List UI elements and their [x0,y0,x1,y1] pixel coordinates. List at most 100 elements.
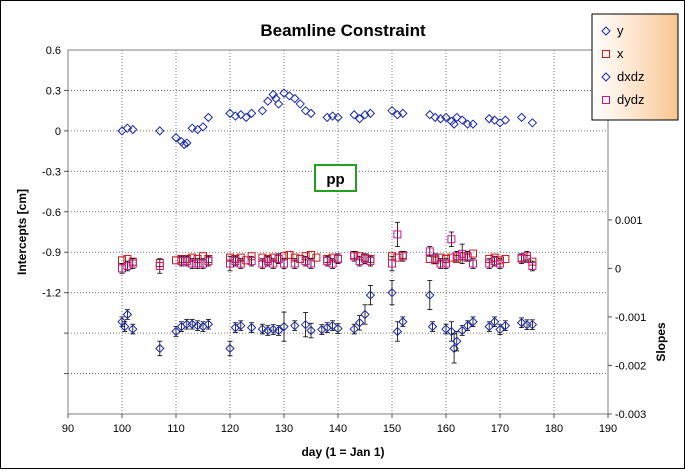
dydz-point [436,259,445,268]
y-point [349,110,359,120]
dydz-point [182,257,191,266]
dxdz-point [484,321,494,332]
dydz-point [307,259,315,268]
dydz-point [128,259,137,268]
dydz-point [258,259,267,268]
legend-label-dydz: dydz [617,92,644,107]
right-y-tick-label: -0.002 [615,360,646,372]
annotation-box [314,164,357,192]
chart-title: Beamline Constraint [260,21,426,40]
y-point [500,115,511,125]
right-y-tick-label: -0.001 [615,312,646,324]
y-point [263,96,273,106]
y-point [398,108,408,119]
dydz-point [323,257,332,266]
y-point [516,112,527,123]
dxdz-point [327,320,338,331]
left-y-tick-label: -0.3 [42,166,61,178]
y-point [198,122,208,132]
y-point [449,119,459,129]
y-point [527,118,538,128]
y-point [290,93,300,104]
dydz-point [388,259,396,268]
y-point [322,112,332,123]
legend-marker-y [601,26,611,36]
pp-annotation: pp [314,164,357,192]
dydz-point [247,257,256,266]
dydz-point [361,254,369,263]
x-point [393,253,402,262]
x-tick-label: 190 [599,423,617,435]
x-point [447,253,456,262]
y-point [365,108,376,119]
y-point [268,89,278,100]
legend-label-x: x [617,46,624,61]
dxdz-point [268,324,278,335]
x-point [285,250,294,259]
left-y-tick-label: 0.6 [46,45,61,57]
right-y-axis-label: Slopes [654,322,668,362]
y-point [387,105,397,116]
x-tick-label: 140 [329,423,347,435]
y-point [360,110,370,120]
y-point [187,123,197,133]
dydz-point [425,247,434,256]
legend-label-dxdz: dxdz [617,69,644,84]
y-point [441,112,451,123]
y-point [300,105,311,116]
y-point [171,132,181,143]
dxdz-point [489,317,500,327]
dydz-point [193,259,202,268]
dydz-point [442,259,450,268]
dxdz-point [500,320,511,331]
dydz-point [366,257,375,266]
dxdz-point [516,318,527,328]
dxdz-point [398,317,408,327]
dydz-point [301,257,310,266]
dydz-point [517,254,526,263]
x-tick-label: 110 [167,423,185,435]
dxdz-point [306,325,316,336]
y-point [354,114,365,124]
legend-label-y: y [617,23,624,38]
dxdz-point [360,309,370,320]
dydz-point [177,257,186,266]
dxdz-point [225,343,235,354]
dxdz-point [365,290,376,300]
legend-box [591,13,679,121]
dydz-point [188,259,197,268]
dxdz-point [468,317,478,327]
dxdz-point [425,290,435,300]
dxdz-point [257,324,268,334]
y-point [203,112,214,123]
x-tick-label: 100 [113,423,131,435]
dxdz-point [354,318,365,328]
dxdz-point [387,287,397,298]
dxdz-point [122,309,133,320]
dydz-point [155,261,164,270]
dydz-point [334,254,342,263]
y-point [306,108,316,119]
dxdz-point [236,320,246,331]
dxdz-point [279,321,289,332]
dydz-point [469,259,477,268]
y-point [457,115,467,125]
dydz-point [452,252,461,261]
y-point [179,139,189,150]
x-point [469,249,477,258]
y-point [452,112,462,123]
x-tick-label: 130 [275,423,293,435]
annotation-text: pp [326,171,344,188]
y-point [284,91,295,101]
dxdz-point [273,325,284,336]
dxdz-point [171,326,181,337]
dxdz-point [203,319,214,329]
y-point [425,110,435,120]
dydz-point [528,261,537,270]
dydz-point [123,261,132,270]
dydz-point [490,257,499,266]
dxdz-point [452,336,462,346]
left-y-tick-label: 0.3 [46,85,61,97]
y-point [333,112,343,123]
